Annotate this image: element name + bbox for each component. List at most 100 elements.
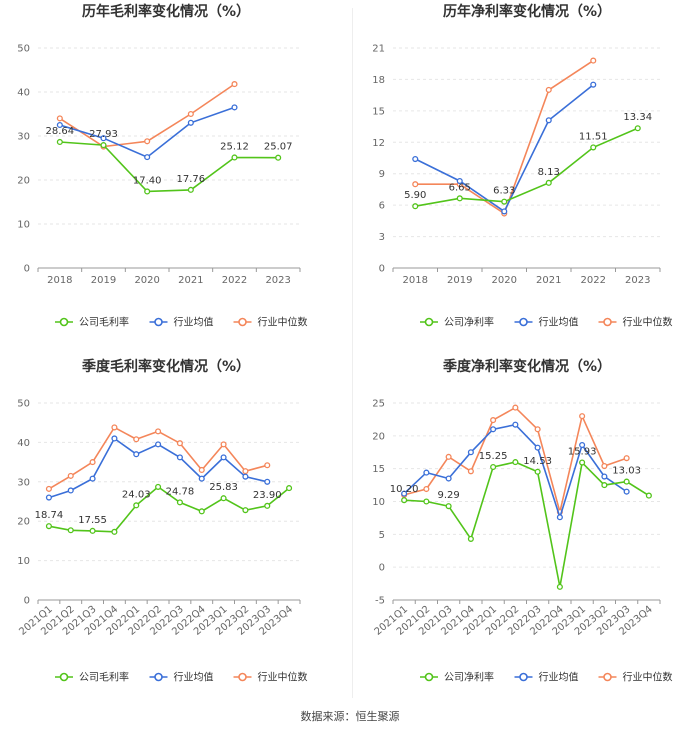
- legend-item[interactable]: 公司净利率: [420, 671, 494, 684]
- legend-item[interactable]: 公司毛利率: [55, 316, 129, 329]
- data-point: [401, 490, 408, 497]
- data-label: 15.25: [479, 451, 508, 462]
- data-point: [220, 454, 227, 461]
- x-tick-label: 2023: [625, 275, 650, 286]
- data-point: [176, 454, 183, 461]
- data-point: [412, 203, 419, 210]
- legend-item[interactable]: 行业均值: [149, 671, 214, 684]
- data-point: [623, 478, 630, 485]
- data-point: [144, 188, 151, 195]
- series-line: [59, 106, 235, 159]
- legend-item[interactable]: 行业均值: [514, 316, 579, 329]
- legend-swatch-marker: [424, 672, 434, 682]
- data-label: 6.65: [449, 182, 471, 193]
- x-tick-label: 2018: [403, 275, 428, 286]
- y-tick-label: 0: [379, 563, 385, 574]
- chart-annual-gross-margin-svg: 历年毛利率变化情况（%） 0 10 20 30 40 50 2018 2019 2020 2021 2…: [17, 3, 308, 329]
- legend-swatch-marker: [59, 317, 69, 327]
- legend-item[interactable]: 行业中位数: [233, 671, 308, 684]
- y-tick-label: 20: [17, 176, 30, 187]
- data-label: 25.83: [209, 482, 238, 493]
- data-point: [111, 424, 118, 431]
- data-label: 15.93: [568, 447, 597, 458]
- legend-label: 行业中位数: [258, 316, 308, 329]
- data-point: [401, 497, 408, 504]
- data-point: [286, 485, 293, 492]
- series-line: [59, 141, 279, 193]
- data-point: [56, 115, 63, 122]
- data-point: [264, 462, 271, 469]
- data-point: [556, 583, 563, 590]
- legend-label: 行业均值: [174, 671, 214, 684]
- legend-label: 行业均值: [174, 316, 214, 329]
- data-point: [198, 508, 205, 515]
- data-point: [242, 468, 249, 475]
- y-tick-label: 5: [379, 530, 385, 541]
- legend-item[interactable]: 行业均值: [514, 671, 579, 684]
- y-tick-label: 10: [372, 497, 385, 508]
- chart-quarterly-net-margin: 季度净利率变化情况（%） -5 0 5 10 15 20 25 2021Q1 2021Q2 2021…: [355, 355, 700, 705]
- legend-label: 公司毛利率: [79, 316, 129, 329]
- data-point: [423, 469, 430, 476]
- data-point: [89, 527, 96, 534]
- y-tick-label: 18: [372, 75, 385, 86]
- panel-divider: [352, 8, 353, 698]
- y-tick-label: 15: [372, 464, 385, 475]
- data-point: [590, 144, 597, 151]
- y-tick-label: 9: [379, 169, 385, 180]
- chart-quarterly-gross-margin-svg: 季度毛利率变化情况（%）010203040502021Q12021Q22021Q…: [17, 358, 308, 684]
- y-tick-label: 0: [24, 596, 30, 607]
- data-point: [456, 177, 463, 185]
- data-point: [501, 208, 508, 215]
- y-tick-label: 20: [372, 431, 385, 442]
- chart-annual-net-margin-svg: 历年净利率变化情况（%） 0 3 6 9 12 15 18 21 2018 2019 2020 2021…: [372, 3, 673, 329]
- data-point: [67, 527, 74, 534]
- data-label: 6.33: [493, 186, 515, 197]
- data-point: [601, 473, 608, 480]
- data-point: [501, 198, 508, 205]
- series-line: [404, 460, 650, 588]
- chart-title: 历年净利率变化情况（%）: [443, 3, 611, 20]
- legend-label: 行业中位数: [623, 671, 673, 684]
- legend-swatch-marker: [603, 672, 612, 682]
- data-point: [231, 81, 238, 88]
- data-point: [412, 181, 419, 188]
- data-label: 24.78: [166, 486, 195, 497]
- data-label: 13.03: [612, 466, 641, 477]
- chart-title: 季度净利率变化情况（%）: [442, 358, 611, 375]
- legend-item[interactable]: 行业中位数: [233, 316, 308, 329]
- data-point: [623, 455, 630, 462]
- data-label: 23.90: [253, 490, 282, 501]
- data-point: [111, 435, 118, 442]
- data-point: [264, 502, 271, 509]
- data-label: 28.64: [46, 126, 75, 137]
- chart-title: 历年毛利率变化情况（%）: [82, 3, 250, 20]
- data-point: [187, 110, 194, 118]
- x-tick-label: 2022: [222, 275, 247, 286]
- legend-label: 行业中位数: [258, 671, 308, 684]
- legend-label: 行业均值: [539, 671, 579, 684]
- legend-item[interactable]: 行业中位数: [598, 671, 673, 684]
- y-tick-label: 20: [17, 517, 30, 528]
- data-point: [545, 86, 552, 93]
- legend-swatch-marker: [238, 672, 247, 682]
- series-line: [48, 426, 268, 490]
- data-point: [534, 468, 541, 475]
- data-point: [242, 473, 249, 480]
- data-point: [490, 426, 497, 433]
- data-point: [601, 462, 608, 470]
- data-point: [645, 492, 652, 499]
- data-label: 27.93: [89, 129, 118, 140]
- legend-item[interactable]: 行业均值: [149, 316, 214, 329]
- y-tick-label: 0: [379, 264, 385, 275]
- data-point: [423, 498, 430, 505]
- data-point: [133, 451, 140, 458]
- legend-swatch-marker: [154, 672, 163, 682]
- data-point: [423, 485, 430, 493]
- legend-swatch-marker: [59, 672, 69, 682]
- data-point: [220, 495, 227, 502]
- legend-item[interactable]: 行业中位数: [598, 316, 673, 329]
- legend-label: 公司净利率: [444, 671, 494, 684]
- legend-item[interactable]: 公司毛利率: [55, 671, 129, 684]
- legend-item[interactable]: 公司净利率: [420, 316, 494, 329]
